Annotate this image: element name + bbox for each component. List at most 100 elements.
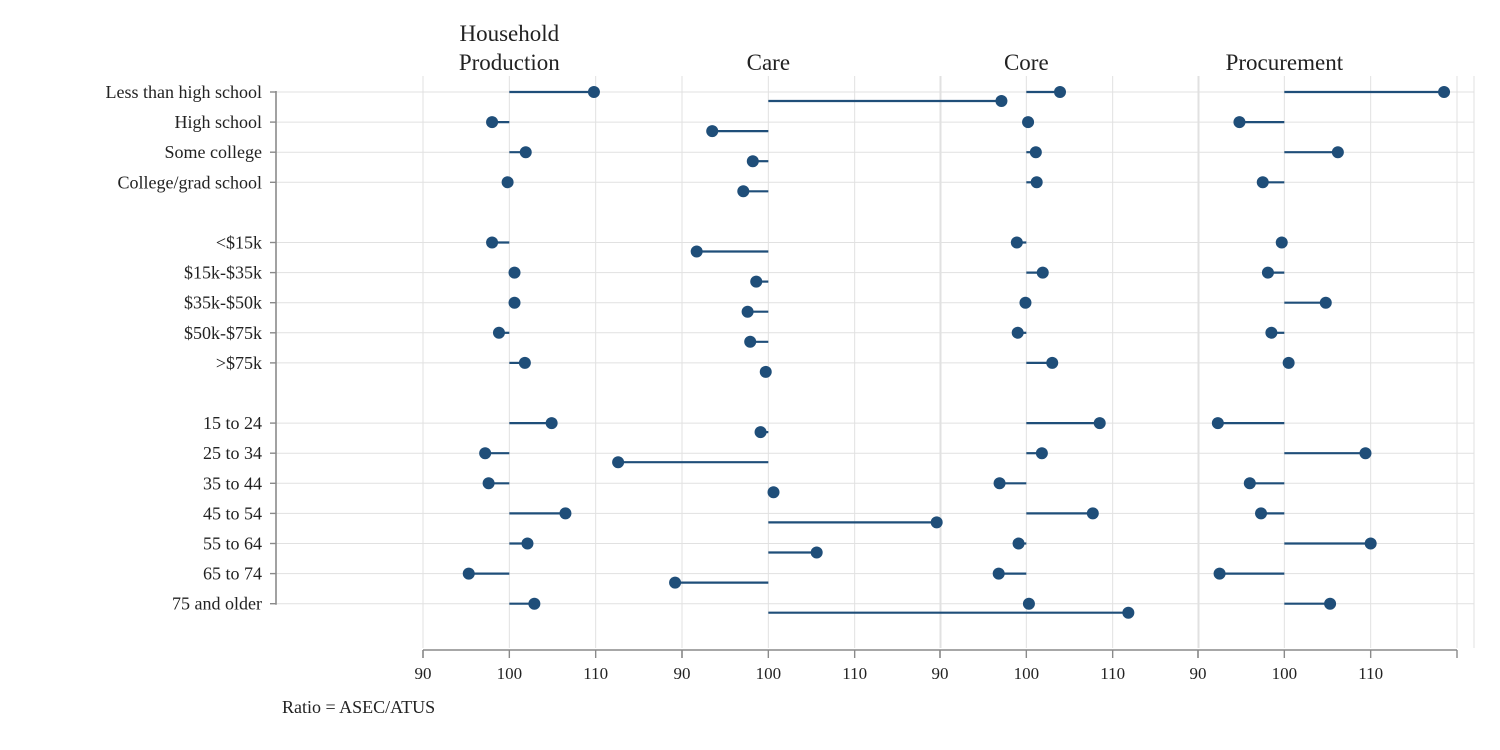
row-label-college-grad-school: College/grad school xyxy=(118,172,262,192)
row-label-high-school: High school xyxy=(175,112,263,132)
data-point xyxy=(1122,606,1135,619)
chart-note: Ratio = ASEC/ATUS xyxy=(282,697,435,717)
data-point xyxy=(993,477,1006,490)
row-label-15k-35k: $15k-$35k xyxy=(184,263,262,283)
data-point xyxy=(501,176,514,189)
row-label-25-to-34: 25 to 34 xyxy=(203,443,262,463)
data-point xyxy=(1046,356,1059,369)
data-point xyxy=(767,486,780,499)
row-label-less-than-high-school: Less than high school xyxy=(106,82,262,102)
row-label-15-to-24: 15 to 24 xyxy=(203,413,262,433)
row-label-65-to-74: 65 to 74 xyxy=(203,564,262,584)
x-tick-label: 110 xyxy=(1358,664,1383,683)
data-point xyxy=(1022,597,1035,610)
row-labels: Less than high school High school Some col… xyxy=(106,82,262,614)
data-point xyxy=(1029,146,1042,159)
data-point xyxy=(737,185,750,198)
x-tick-label: 90 xyxy=(415,664,432,683)
data-point xyxy=(1022,116,1035,129)
data-point xyxy=(1364,537,1377,550)
data-point xyxy=(1324,597,1337,610)
data-point xyxy=(612,456,625,469)
data-point xyxy=(744,335,757,348)
data-point xyxy=(1261,266,1274,279)
data-point xyxy=(1319,296,1332,309)
data-point xyxy=(1035,447,1048,460)
data-point xyxy=(754,426,767,439)
data-point xyxy=(479,447,492,460)
x-tick-label: 100 xyxy=(497,664,523,683)
data-point xyxy=(508,266,521,279)
data-point xyxy=(810,546,823,559)
data-point xyxy=(1211,417,1224,430)
row-label-35-to-44: 35 to 44 xyxy=(203,473,262,493)
data-point xyxy=(545,417,558,430)
x-tick-label: 110 xyxy=(1100,664,1125,683)
panel-titles: Household Production Care Core Procurement xyxy=(459,21,1344,75)
data-point xyxy=(1438,86,1451,98)
data-point xyxy=(1359,447,1372,460)
x-tick-label: 90 xyxy=(1190,664,1207,683)
data-point xyxy=(741,305,754,318)
x-tick-label: 110 xyxy=(583,664,608,683)
data-point xyxy=(559,507,572,520)
data-point xyxy=(706,125,719,138)
data-point xyxy=(482,477,495,490)
data-point xyxy=(462,567,475,580)
row-label-some-college: Some college xyxy=(165,142,262,162)
data-point xyxy=(1255,507,1268,520)
x-tick-label: 100 xyxy=(756,664,782,683)
panel-title-household: Household xyxy=(459,21,559,46)
data-point xyxy=(486,116,499,129)
data-point xyxy=(521,537,534,550)
data-point xyxy=(992,567,1005,580)
data-point xyxy=(518,356,531,369)
data-point xyxy=(750,275,763,288)
row-label-50k-75k: $50k-$75k xyxy=(184,323,262,343)
data-point xyxy=(1256,176,1269,189)
data-point xyxy=(1054,86,1067,98)
data-point xyxy=(1265,326,1278,339)
data-point xyxy=(587,86,600,98)
data-point xyxy=(690,245,703,258)
x-tick-label: 110 xyxy=(842,664,867,683)
data-point xyxy=(1011,326,1024,339)
panel-title-production: Production xyxy=(459,50,560,75)
panel-title-core: Core xyxy=(1004,50,1049,75)
row-label-75-and-older: 75 and older xyxy=(172,594,262,614)
row-label-55-to-64: 55 to 64 xyxy=(203,534,262,554)
panel-title-care: Care xyxy=(747,50,790,75)
row-label-75k: >$75k xyxy=(216,353,262,373)
data-point xyxy=(1243,477,1256,490)
data-point xyxy=(759,365,772,378)
data-point xyxy=(669,576,682,589)
row-label-45-to-54: 45 to 54 xyxy=(203,503,262,523)
data-point xyxy=(528,597,541,610)
row-label-35k-50k: $35k-$50k xyxy=(184,293,262,313)
x-axis-ticks: 90 100 110 90 100 110 90 100 110 90 100 110 xyxy=(415,650,1458,683)
x-tick-label: 100 xyxy=(1014,664,1040,683)
data-point xyxy=(1030,176,1043,189)
data-point xyxy=(508,296,521,309)
data-point xyxy=(930,516,943,529)
data-point xyxy=(1036,266,1049,279)
data-marks xyxy=(462,86,1451,619)
data-point xyxy=(1086,507,1099,520)
data-point xyxy=(519,146,532,159)
data-point xyxy=(1282,356,1295,369)
axes-layer xyxy=(270,91,1457,651)
data-point xyxy=(1093,417,1106,430)
panel-title-procurement: Procurement xyxy=(1226,50,1344,75)
x-tick-label: 100 xyxy=(1272,664,1298,683)
data-point xyxy=(1331,146,1344,159)
data-point xyxy=(1233,116,1246,129)
data-point xyxy=(486,236,499,249)
x-tick-label: 90 xyxy=(674,664,691,683)
data-point xyxy=(1213,567,1226,580)
x-tick-label: 90 xyxy=(932,664,949,683)
row-label-15k: <$15k xyxy=(216,233,262,253)
data-point xyxy=(995,95,1008,107)
data-point xyxy=(492,326,505,339)
data-point xyxy=(1019,296,1032,309)
